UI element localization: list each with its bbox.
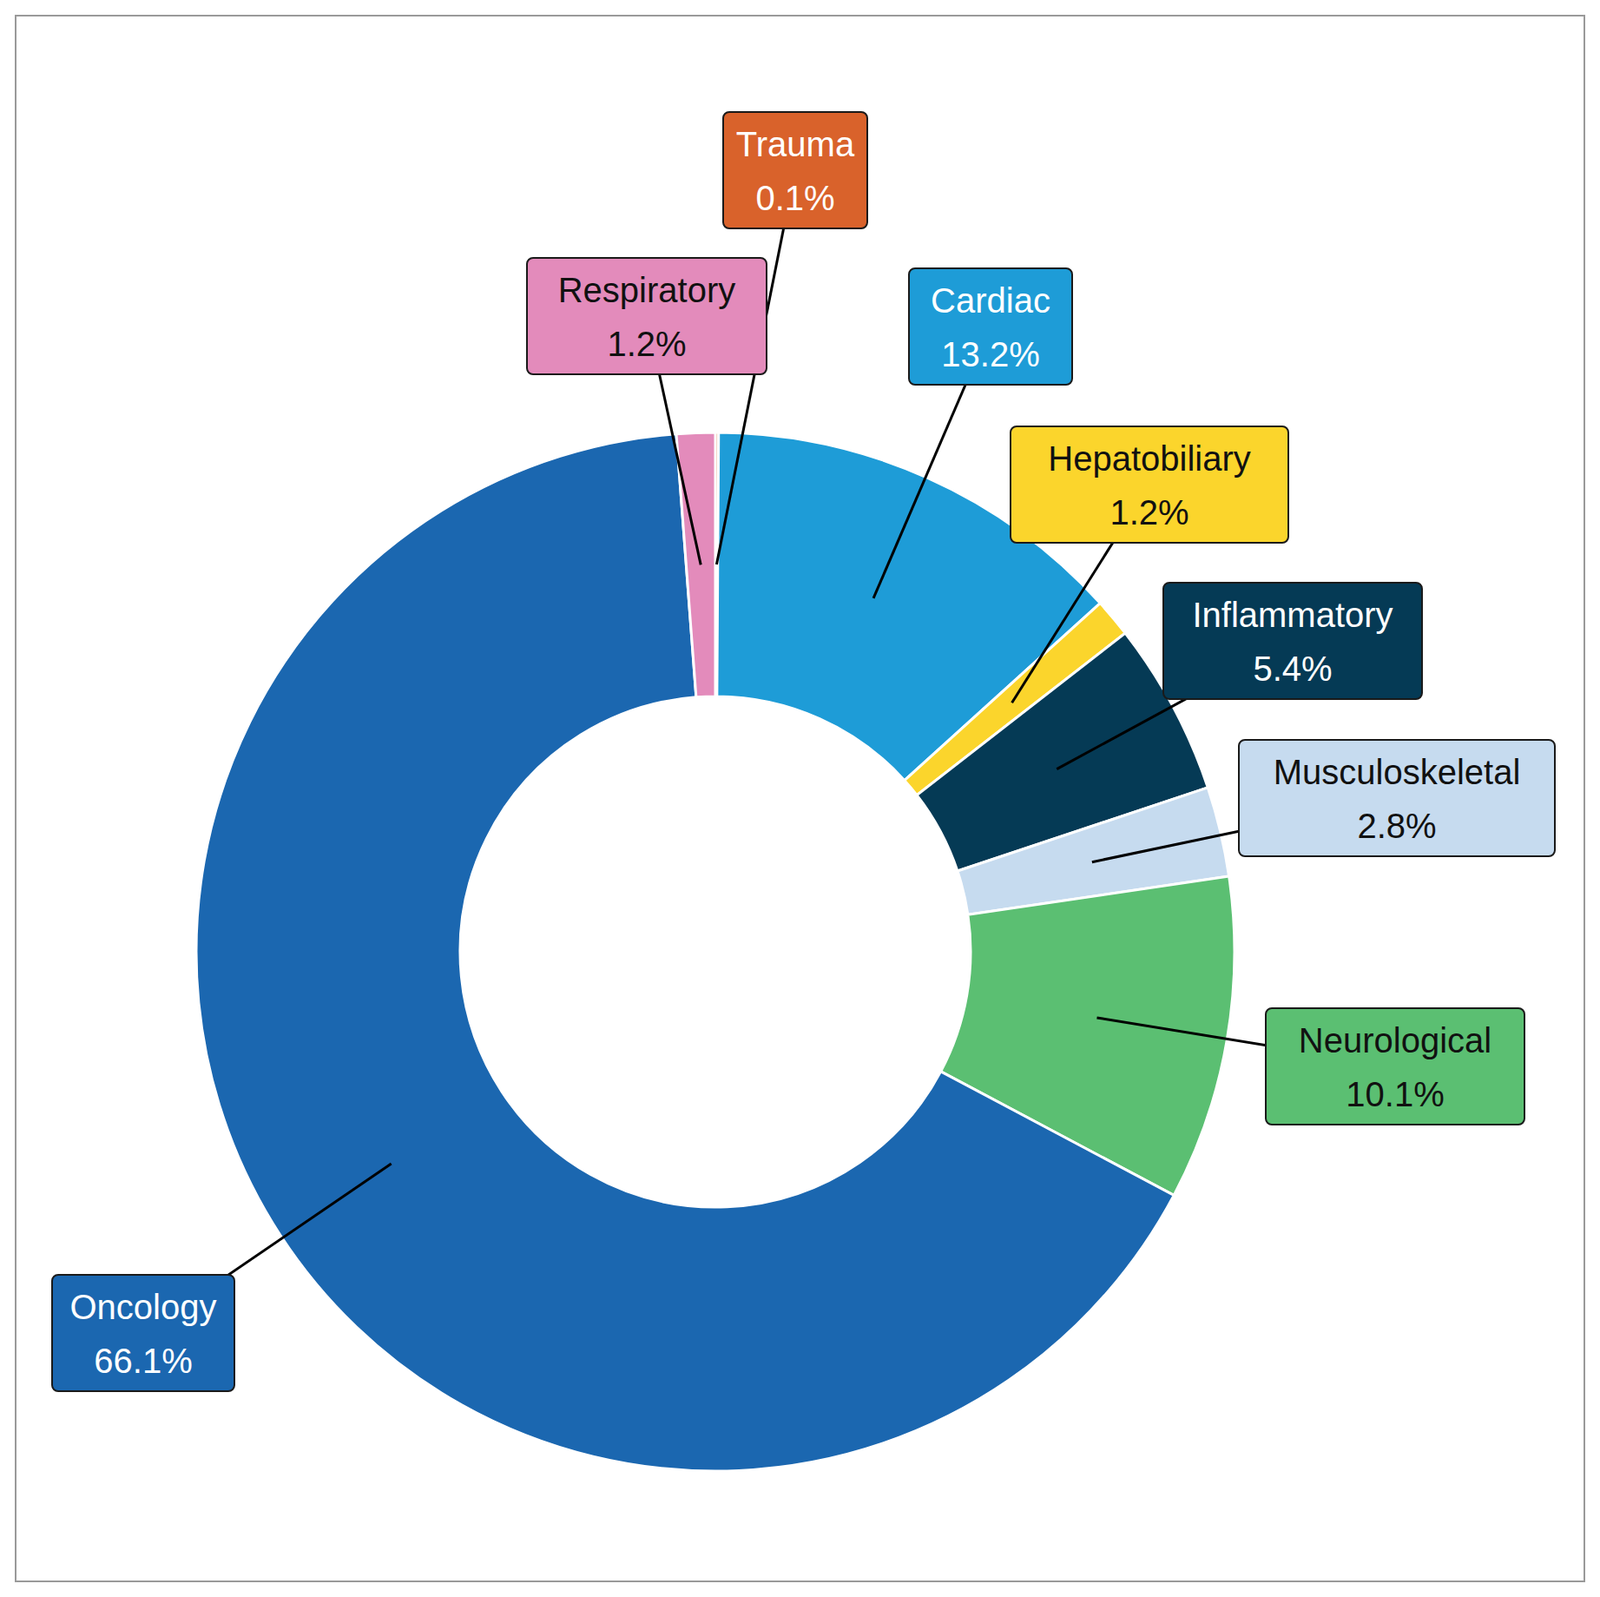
svg-text:Hepatobiliary: Hepatobiliary [1047, 439, 1251, 478]
svg-text:Trauma: Trauma [736, 125, 856, 164]
svg-text:Inflammatory: Inflammatory [1191, 595, 1393, 634]
svg-text:Respiratory: Respiratory [558, 270, 737, 310]
svg-text:Cardiac: Cardiac [930, 281, 1051, 320]
svg-text:Musculoskeletal: Musculoskeletal [1273, 752, 1521, 791]
svg-text:1.2%: 1.2% [1109, 493, 1189, 532]
svg-text:13.2%: 13.2% [941, 335, 1040, 374]
svg-text:1.2%: 1.2% [606, 324, 686, 363]
svg-text:10.1%: 10.1% [1345, 1074, 1444, 1113]
svg-text:Oncology: Oncology [70, 1287, 218, 1326]
svg-text:66.1%: 66.1% [93, 1341, 192, 1380]
svg-text:2.8%: 2.8% [1356, 806, 1436, 845]
svg-text:0.1%: 0.1% [755, 178, 835, 218]
svg-text:Neurological: Neurological [1298, 1020, 1492, 1060]
svg-text:5.4%: 5.4% [1252, 649, 1332, 688]
